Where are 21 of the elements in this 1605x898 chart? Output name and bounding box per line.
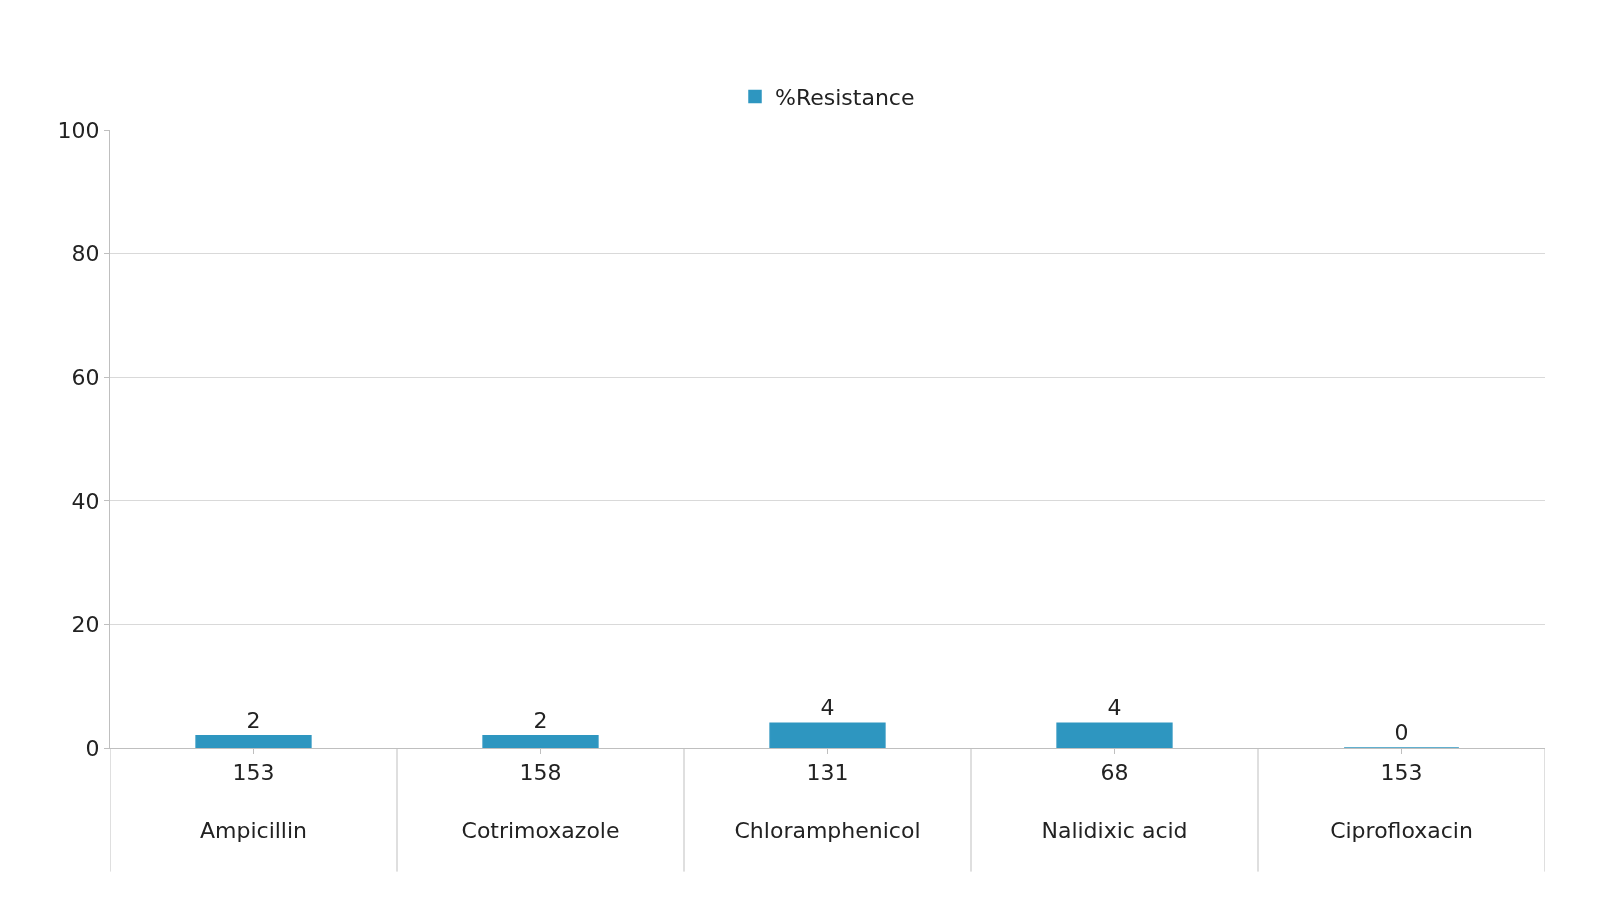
y-tick-label: 20 — [71, 612, 100, 638]
data-label: 2 — [533, 707, 548, 733]
category-label: 153 Ampicillin — [199, 760, 308, 843]
bar — [482, 734, 599, 748]
data-label: 2 — [246, 707, 261, 733]
y-tick-label: 80 — [71, 241, 100, 267]
category-label: 131 Chloramphenicol — [734, 760, 921, 843]
y-tick-label: 60 — [71, 364, 100, 390]
category-label: 153 Ciprofloxacin — [1330, 760, 1473, 843]
y-tick-label: 0 — [85, 735, 100, 761]
legend-label: %Resistance — [775, 85, 915, 111]
data-label: 0 — [1394, 720, 1409, 745]
bar — [1056, 722, 1173, 748]
y-tick-label: 100 — [57, 117, 100, 143]
data-label: 4 — [1107, 695, 1122, 721]
bar — [769, 722, 886, 748]
y-tick-label: 40 — [71, 488, 100, 514]
category-label: 68 Nalidixic acid — [1041, 760, 1188, 843]
data-label: 4 — [820, 695, 835, 721]
category-label: 158 Cotrimoxazole — [461, 760, 620, 843]
bar — [195, 734, 312, 748]
